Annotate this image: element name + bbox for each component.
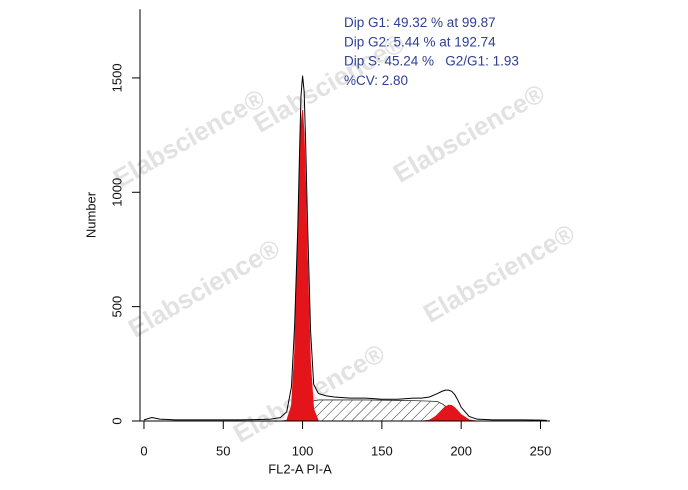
x-tick-label: 150 — [371, 443, 393, 458]
y-tick-label: 0 — [109, 417, 124, 424]
plot: 0 50 100 150 200 250 0 500 1000 1500 Dip G1: 49.32… — [109, 9, 551, 458]
annotation: Dip G1: 49.32 % at 99.87 — [344, 15, 496, 30]
x-tick-label: 250 — [530, 443, 552, 458]
x-tick-label: 50 — [216, 443, 230, 458]
y-tick-label: 1000 — [109, 178, 124, 207]
x-tick-label: 100 — [292, 443, 314, 458]
y-tick-label: 500 — [109, 296, 124, 318]
y-tick-label: 1500 — [109, 63, 124, 92]
annotation: Dip G2: 5.44 % at 192.74 — [344, 34, 496, 49]
x-tick-label: 200 — [450, 443, 472, 458]
watermarks: Elabscience® Elabscience® Elabscience® Elab… — [108, 28, 580, 449]
watermark: Elabscience® — [418, 218, 580, 329]
area-hatch — [143, 399, 547, 422]
watermark: Elabscience® — [123, 233, 285, 344]
watermark: Elabscience® — [388, 78, 550, 189]
watermark: Elabscience® — [108, 83, 270, 194]
x-axis-label: FL2-A PI-A — [268, 461, 332, 476]
y-axis-label: Number — [83, 191, 98, 238]
histogram-line — [143, 75, 547, 421]
annotation: %CV: 2.80 — [344, 73, 408, 88]
x-tick-label: 0 — [140, 443, 147, 458]
annotation: Dip S: 45.24 % G2/G1: 1.93 — [344, 54, 519, 69]
